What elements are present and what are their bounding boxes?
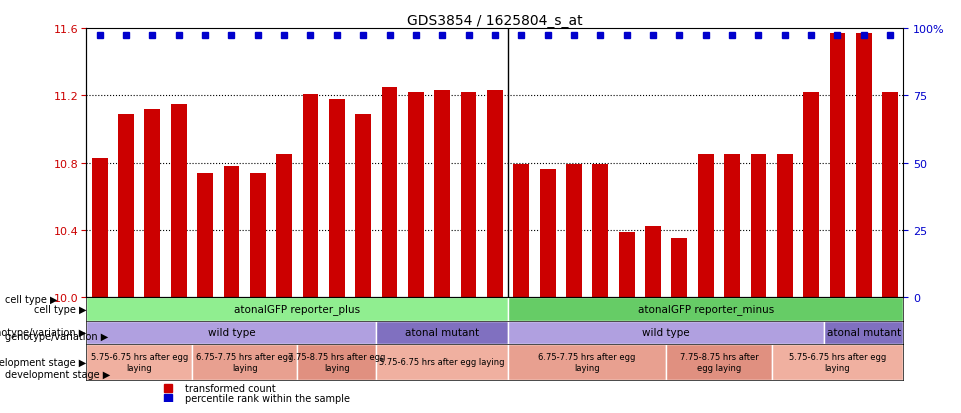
FancyBboxPatch shape [825, 321, 903, 344]
FancyBboxPatch shape [192, 344, 297, 380]
Bar [434, 91, 450, 297]
Bar [91, 158, 108, 297]
Text: transformed count: transformed count [185, 383, 275, 393]
Text: percentile rank within the sample: percentile rank within the sample [185, 394, 350, 404]
Text: atonal mutant: atonal mutant [406, 328, 480, 338]
Text: genotype/variation ▶: genotype/variation ▶ [5, 332, 108, 342]
FancyBboxPatch shape [377, 344, 508, 380]
FancyBboxPatch shape [377, 321, 508, 344]
Text: 6.75-7.75 hrs after egg
laying: 6.75-7.75 hrs after egg laying [538, 352, 636, 372]
Text: atonalGFP reporter_minus: atonalGFP reporter_minus [637, 304, 774, 315]
Bar [698, 155, 714, 297]
FancyBboxPatch shape [86, 321, 377, 344]
Text: development stage ▶: development stage ▶ [5, 369, 111, 379]
Bar [513, 165, 530, 297]
Bar [329, 100, 345, 297]
Text: 5.75-6.75 hrs after egg laying: 5.75-6.75 hrs after egg laying [380, 358, 505, 366]
FancyBboxPatch shape [297, 344, 377, 380]
Bar [118, 114, 134, 297]
Text: wild type: wild type [208, 328, 256, 338]
Bar [645, 227, 661, 297]
Bar [566, 165, 581, 297]
Bar [224, 166, 239, 297]
Text: atonal mutant: atonal mutant [826, 328, 900, 338]
FancyBboxPatch shape [508, 321, 825, 344]
Text: 6.75-7.75 hrs after egg
laying: 6.75-7.75 hrs after egg laying [196, 352, 293, 372]
FancyBboxPatch shape [772, 344, 903, 380]
Bar [197, 173, 213, 297]
Text: 5.75-6.75 hrs after egg
laying: 5.75-6.75 hrs after egg laying [789, 352, 886, 372]
Bar [751, 155, 766, 297]
Text: 7.75-8.75 hrs after
egg laying: 7.75-8.75 hrs after egg laying [679, 352, 758, 372]
Text: atonalGFP reporter_plus: atonalGFP reporter_plus [234, 304, 360, 315]
Bar [460, 93, 477, 297]
Text: 7.75-8.75 hrs after egg
laying: 7.75-8.75 hrs after egg laying [288, 352, 385, 372]
Bar [882, 93, 899, 297]
Text: cell type ▶: cell type ▶ [5, 294, 58, 304]
Bar [776, 155, 793, 297]
Bar [856, 34, 872, 297]
Bar [592, 165, 608, 297]
FancyBboxPatch shape [86, 344, 192, 380]
Text: 5.75-6.75 hrs after egg
laying: 5.75-6.75 hrs after egg laying [90, 352, 187, 372]
Text: cell type ▶: cell type ▶ [34, 304, 86, 314]
Bar [725, 155, 740, 297]
Text: development stage ▶: development stage ▶ [0, 357, 86, 367]
Bar [171, 104, 186, 297]
Bar [829, 34, 846, 297]
Bar [619, 232, 634, 297]
FancyBboxPatch shape [86, 297, 508, 321]
Bar [540, 170, 555, 297]
Text: wild type: wild type [642, 328, 690, 338]
Bar [408, 93, 424, 297]
Bar [144, 109, 160, 297]
FancyBboxPatch shape [508, 297, 903, 321]
Bar [803, 93, 819, 297]
Bar [382, 88, 398, 297]
Text: genotype/variation ▶: genotype/variation ▶ [0, 328, 86, 338]
Title: GDS3854 / 1625804_s_at: GDS3854 / 1625804_s_at [407, 14, 582, 28]
FancyBboxPatch shape [666, 344, 772, 380]
Bar [276, 155, 292, 297]
Bar [250, 173, 265, 297]
Bar [356, 114, 371, 297]
Bar [303, 94, 318, 297]
Bar [487, 91, 503, 297]
Bar [672, 239, 687, 297]
FancyBboxPatch shape [508, 344, 666, 380]
